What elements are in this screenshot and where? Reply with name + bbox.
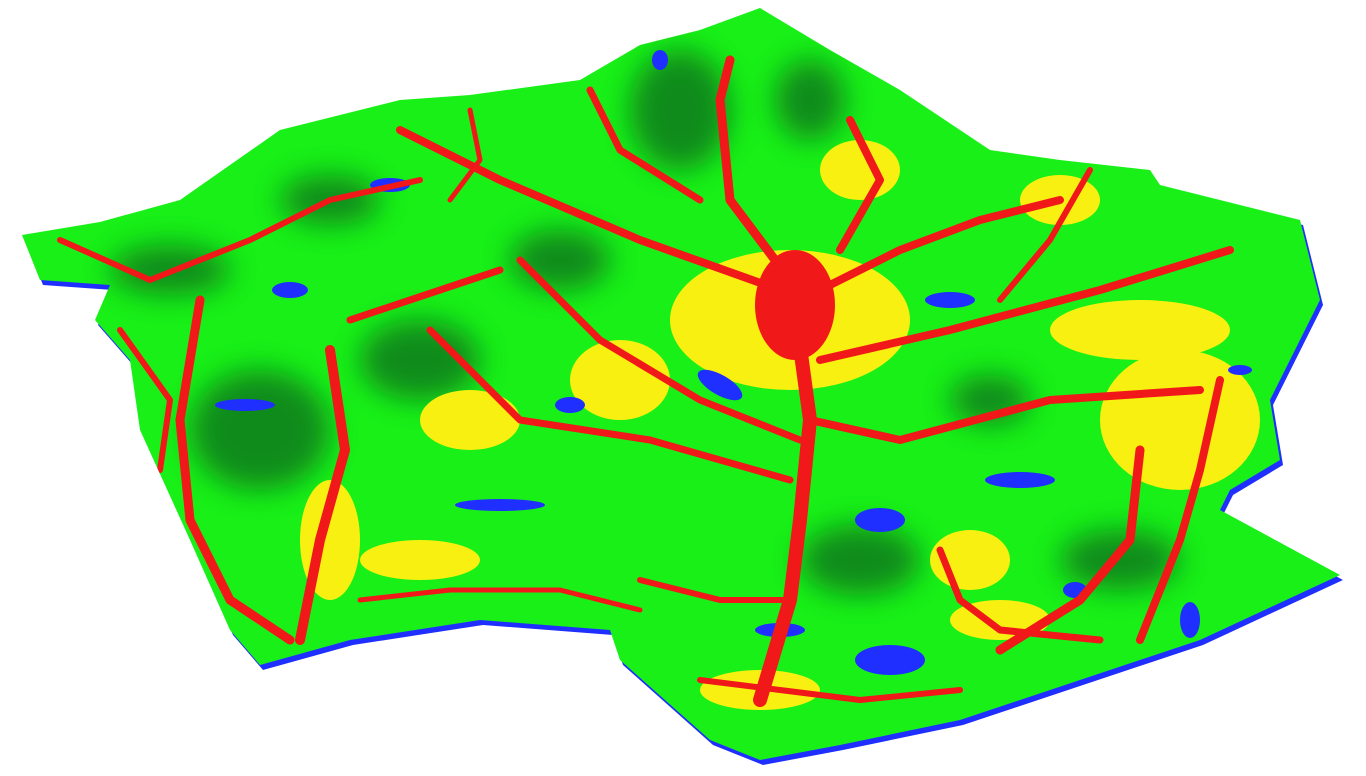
yellow-zone xyxy=(820,140,900,200)
channel xyxy=(936,546,1104,644)
channel xyxy=(997,167,1093,303)
blue-zone xyxy=(985,472,1055,488)
channel xyxy=(57,177,423,283)
channel xyxy=(637,577,793,603)
hill-shading xyxy=(110,50,1180,595)
blue-zone xyxy=(925,292,975,308)
blue-zone xyxy=(697,369,743,401)
yellow-zone xyxy=(570,340,670,420)
channel xyxy=(836,116,884,254)
channel xyxy=(796,196,1064,304)
channel xyxy=(295,345,350,645)
yellow-zone xyxy=(1050,300,1230,360)
hill-shade xyxy=(1060,530,1180,590)
hill-shade xyxy=(800,525,920,595)
blue-zones xyxy=(215,50,1252,675)
yellow-zone xyxy=(420,390,520,450)
blue-zone xyxy=(555,397,585,413)
blue-zone xyxy=(855,508,905,532)
blue-zone xyxy=(215,399,275,411)
main-channel xyxy=(753,303,817,707)
hill-shade xyxy=(510,230,610,290)
channel xyxy=(117,327,173,473)
blue-zone xyxy=(652,50,668,70)
hill-shade xyxy=(360,320,480,400)
channel xyxy=(357,587,643,613)
hill-shade xyxy=(630,50,730,170)
channel xyxy=(175,295,295,645)
blue-zone xyxy=(1180,602,1200,638)
blue-zone xyxy=(272,282,308,298)
channel xyxy=(697,677,963,703)
channel xyxy=(715,55,795,285)
channel xyxy=(995,445,1145,655)
channel xyxy=(346,266,504,324)
blue-zone xyxy=(855,645,925,675)
hill-shade xyxy=(190,370,330,490)
channel xyxy=(816,246,1234,364)
channel xyxy=(396,126,784,294)
channel xyxy=(586,86,704,204)
channel xyxy=(1136,376,1224,644)
channel xyxy=(806,386,1204,444)
channel xyxy=(447,107,483,203)
yellow-zone xyxy=(360,540,480,580)
blue-zone xyxy=(455,499,545,511)
blue-zone xyxy=(1228,365,1252,375)
hill-shade xyxy=(775,60,845,140)
channel xyxy=(516,256,804,444)
drainage-network xyxy=(57,55,1234,707)
channel xyxy=(426,326,794,484)
